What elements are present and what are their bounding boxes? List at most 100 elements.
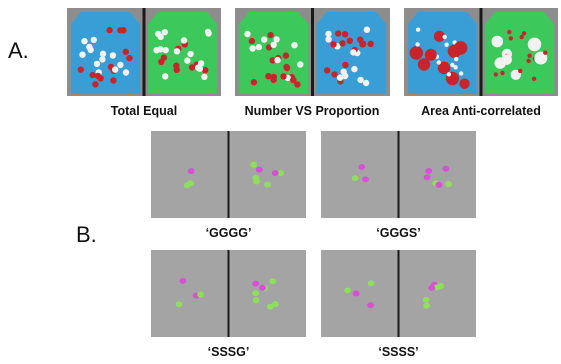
- red-ball: [339, 40, 346, 47]
- photo-sssg: [151, 250, 306, 337]
- red-ball: [269, 57, 276, 64]
- board-divider: [397, 250, 400, 337]
- magenta-chip: [362, 176, 369, 183]
- red-ball: [459, 78, 470, 89]
- green-chip: [422, 296, 430, 303]
- red-ball: [335, 30, 342, 37]
- red-ball: [106, 26, 113, 34]
- white-ball: [112, 66, 119, 73]
- red-ball: [531, 76, 537, 82]
- magenta-chip: [271, 170, 279, 176]
- white-ball: [491, 35, 504, 48]
- white-ball: [342, 72, 349, 80]
- red-ball: [267, 31, 274, 39]
- white-ball: [351, 65, 358, 73]
- white-ball: [196, 65, 204, 72]
- red-ball: [543, 50, 548, 55]
- panel-a-label: A.: [8, 38, 29, 63]
- white-ball: [444, 42, 449, 47]
- board-gggs: [321, 131, 476, 218]
- white-ball: [109, 52, 117, 59]
- red-ball: [77, 66, 84, 73]
- red-ball: [188, 64, 196, 71]
- white-ball: [442, 34, 447, 40]
- tray: [239, 12, 309, 94]
- green-chip: [351, 175, 359, 182]
- red-ball: [265, 44, 273, 51]
- red-ball: [126, 54, 133, 62]
- photo-number-vs-proportion: [235, 8, 390, 96]
- white-ball: [415, 42, 420, 47]
- red-ball: [507, 29, 512, 35]
- caption-gggg: ‘GGGG’: [205, 226, 252, 240]
- board-divider: [227, 131, 230, 218]
- magenta-chip: [435, 181, 443, 188]
- red-ball: [367, 40, 374, 47]
- white-ball: [446, 72, 452, 77]
- white-ball: [270, 41, 277, 48]
- white-ball: [450, 62, 455, 68]
- red-ball: [433, 30, 445, 42]
- green-chip: [175, 301, 183, 308]
- white-ball: [122, 69, 130, 76]
- red-ball: [330, 41, 337, 48]
- magenta-chip: [187, 168, 195, 175]
- white-ball: [436, 60, 441, 65]
- magenta-chip: [358, 164, 366, 170]
- caption-total-equal: Total Equal: [110, 104, 178, 118]
- photo-gggg: [151, 131, 306, 218]
- white-ball: [99, 50, 107, 57]
- caption-number-vs-proportion: Number VS Proportion: [244, 104, 380, 118]
- board-ssss: [321, 250, 476, 337]
- red-ball: [527, 53, 532, 58]
- white-ball: [187, 50, 194, 58]
- red-ball: [248, 37, 256, 45]
- red-ball: [521, 31, 527, 36]
- white-ball: [273, 36, 280, 43]
- red-ball: [323, 67, 331, 74]
- green-chip: [269, 278, 277, 285]
- white-ball: [510, 69, 521, 80]
- red-ball: [493, 72, 498, 77]
- magenta-chip: [442, 165, 450, 172]
- red-ball: [453, 41, 468, 55]
- green-chip: [252, 175, 260, 181]
- white-ball: [527, 37, 542, 52]
- white-ball: [201, 73, 208, 81]
- red-ball: [89, 71, 96, 79]
- red-ball: [94, 72, 102, 80]
- board-sssg: [151, 250, 306, 337]
- red-ball: [280, 73, 287, 80]
- white-ball: [180, 37, 188, 44]
- red-ball: [202, 66, 209, 74]
- white-ball: [157, 33, 164, 41]
- green-chip: [252, 290, 260, 297]
- white-ball: [255, 43, 262, 51]
- white-ball: [93, 60, 101, 68]
- red-ball: [500, 70, 505, 76]
- green-chip: [344, 287, 352, 294]
- white-ball: [350, 49, 357, 56]
- tray-pair-number-vs-proportion: [235, 8, 390, 96]
- white-ball: [204, 28, 212, 36]
- red-ball: [424, 48, 437, 61]
- tray-divider: [142, 8, 146, 96]
- green-chip: [445, 181, 452, 188]
- white-ball: [261, 36, 268, 43]
- tray-divider: [479, 8, 483, 96]
- green-chip: [423, 302, 430, 309]
- photo-gggs: [321, 131, 476, 218]
- photo-area-anti-correlated: [404, 8, 558, 96]
- white-ball: [117, 61, 124, 69]
- green-chip: [433, 284, 441, 291]
- green-chip: [367, 280, 375, 287]
- green-chip: [197, 291, 204, 298]
- red-ball: [519, 34, 524, 40]
- white-ball: [363, 26, 371, 33]
- white-ball: [459, 71, 464, 76]
- red-ball: [409, 46, 424, 60]
- white-ball: [415, 27, 421, 32]
- red-ball: [294, 81, 301, 88]
- white-ball: [87, 46, 94, 54]
- magenta-chip: [428, 284, 436, 291]
